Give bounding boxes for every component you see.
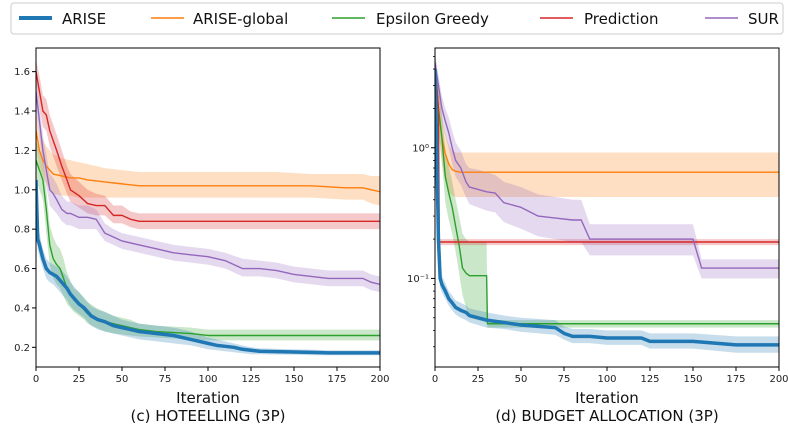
x-tick-label: 50 [116,374,129,385]
plot-area [435,53,779,353]
x-tick-label: 125 [241,374,260,385]
x-tick-label: 125 [640,374,659,385]
series-line-prediction [36,71,380,222]
x-tick-label: 200 [370,374,389,385]
series-line-arise-global [36,130,380,193]
series-line-sur [435,62,779,269]
legend-label-epsilon-greedy: Epsilon Greedy [376,10,489,28]
series-line-arise [435,69,779,347]
series-line-sur [36,91,380,285]
y-tick-label: 1.6 [14,67,30,78]
band-arise-global [36,111,380,206]
legend-label-prediction: Prediction [584,10,659,28]
chart-panel-hotelling: 0 25 50 75 100 125 150 175 200 0.2 0.4 0.6 0.8 1.0 1.2… [14,47,390,425]
x-tick-label: 175 [327,374,346,385]
band-arise-global [435,54,779,197]
axis-ticks: 0 25 50 75 100 125 150 175 200 10⁻¹ 10⁰ [407,56,788,385]
series-group [36,59,380,356]
x-tick-label: 0 [432,374,438,385]
series-group [435,53,779,353]
band-sur [36,75,380,293]
y-tick-label: 10⁰ [412,143,429,154]
panel-title: (d) BUDGET ALLOCATION (3P) [495,407,718,425]
legend-label-arise-global: ARISE-global [193,10,288,28]
x-tick-label: 200 [769,374,788,385]
y-tick-label: 10⁻¹ [407,274,429,285]
series-line-arise [36,179,380,355]
legend-label-arise: ARISE [62,10,106,28]
series-line-epsilon-greedy [435,69,779,325]
band-sur [435,53,779,279]
y-tick-label: 0.6 [14,264,30,275]
x-tick-label: 100 [198,374,217,385]
legend-label-sur: SUR [748,10,779,28]
legend-frame [10,2,784,35]
x-tick-label: 75 [159,374,172,385]
x-tick-label: 150 [284,374,303,385]
x-tick-label: 25 [472,374,485,385]
y-tick-label: 1.0 [14,185,30,196]
y-tick-label: 0.8 [14,225,30,236]
x-tick-label: 25 [73,374,86,385]
x-tick-label: 150 [683,374,702,385]
x-tick-label: 175 [726,374,745,385]
band-epsilon-greedy [435,56,779,328]
legend: ARISE ARISE-global Epsilon Greedy Predic… [10,2,784,35]
y-tick-label: 1.4 [14,107,30,118]
panel-title: (c) HOTEELLING (3P) [131,407,286,425]
x-tick-label: 0 [33,374,39,385]
x-tick-label: 100 [597,374,616,385]
y-tick-label: 0.2 [14,343,30,354]
y-tick-label: 0.4 [14,303,30,314]
plot-area [36,59,380,356]
series-line-prediction [435,69,779,243]
x-tick-label: 50 [515,374,528,385]
x-tick-label: 75 [558,374,571,385]
x-axis-label: Iteration [575,389,639,407]
x-axis-label: Iteration [176,389,240,407]
y-tick-label: 1.2 [14,146,30,157]
axis-ticks: 0 25 50 75 100 125 150 175 200 0.2 0.4 0.6 0.8 1.0 1.2… [14,67,389,385]
